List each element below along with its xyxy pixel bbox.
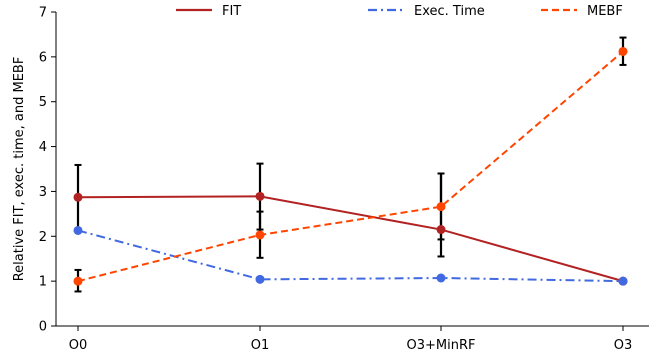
y-tick-label: 1 (39, 275, 47, 290)
y-tick-label: 0 (39, 320, 47, 335)
data-point (436, 202, 446, 212)
legend-label: FIT (222, 4, 241, 19)
x-tick-label: O3 (614, 338, 633, 353)
y-tick-label: 4 (39, 140, 47, 155)
y-tick-label: 2 (39, 230, 47, 245)
x-ticks: O0 O1 O3+MinRF O3 (69, 326, 633, 353)
y-ticks: 0 1 2 3 4 5 6 7 (39, 6, 56, 335)
y-tick-label: 6 (39, 50, 47, 65)
data-point (255, 230, 265, 240)
axes (55, 12, 649, 327)
data-point (436, 225, 446, 235)
x-tick-label: O0 (69, 338, 88, 353)
legend-label: MEBF (587, 4, 623, 19)
x-tick-label: O3+MinRF (407, 338, 476, 353)
data-point (73, 225, 83, 235)
data-point (73, 276, 83, 286)
y-tick-label: 3 (39, 185, 47, 200)
series-lines (73, 46, 628, 286)
error-bars (74, 36, 627, 293)
data-point (436, 273, 446, 283)
y-tick-label: 7 (39, 6, 47, 21)
legend: FIT Exec. Time MEBF (176, 4, 623, 19)
y-axis-label: Relative FIT, exec. time, and MEBF (12, 57, 27, 282)
data-point (618, 276, 628, 286)
x-tick-label: O1 (251, 338, 270, 353)
y-tick-label: 5 (39, 95, 47, 110)
series-line-exec-time (77, 229, 624, 283)
data-point (618, 46, 628, 56)
data-point (73, 192, 83, 202)
legend-label: Exec. Time (414, 4, 485, 19)
data-point (255, 191, 265, 201)
series-line-fit (77, 195, 624, 283)
series-line-mebf (77, 50, 624, 283)
data-point (255, 274, 265, 284)
